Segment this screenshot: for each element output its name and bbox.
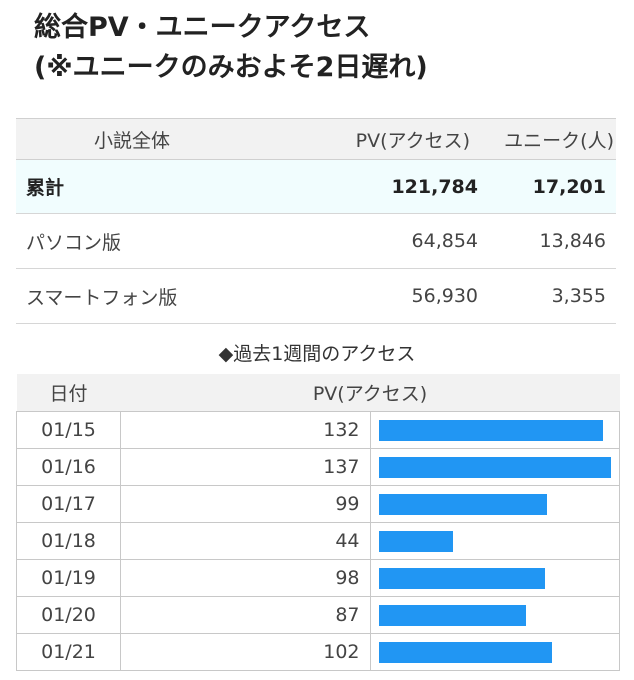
weekly-header-date: 日付 [16, 374, 121, 412]
weekly-row-bar-cell [369, 485, 620, 523]
weekly-row-date: 01/20 [16, 596, 121, 634]
weekly-header-pv: PV(アクセス) [120, 374, 620, 412]
weekly-row: 01/21 102 [16, 633, 620, 671]
weekly-row-bar-cell [369, 633, 620, 671]
weekly-row-bar-cell [369, 559, 620, 597]
pv-bar [378, 567, 545, 589]
weekly-row-pv: 87 [120, 596, 371, 634]
weekly-body: 01/15 132 01/16 137 01/17 99 01/18 44 01/19 98 01/… [16, 411, 620, 671]
pv-bar [378, 419, 603, 441]
weekly-header-row: 日付 PV(アクセス) [16, 374, 620, 412]
weekly-row: 01/18 44 [16, 522, 620, 560]
summary-row-pc: パソコン版 64,854 13,846 [16, 213, 616, 269]
summary-row-label: 累計 [16, 159, 278, 214]
weekly-row-bar-cell [369, 448, 620, 486]
summary-row-pv: 56,930 [278, 268, 478, 324]
weekly-row: 01/19 98 [16, 559, 620, 597]
page-title: 総合PV・ユニークアクセス (※ユニークのみおよそ2日遅れ) [34, 8, 428, 88]
summary-header-pv: PV(アクセス) [278, 118, 478, 160]
summary-row-pv: 121,784 [278, 159, 478, 214]
weekly-row-date: 01/18 [16, 522, 121, 560]
summary-header-row: 小説全体 PV(アクセス) ユニーク(人) [16, 118, 616, 160]
pv-bar [378, 456, 611, 478]
weekly-row-pv: 132 [120, 411, 371, 449]
weekly-row-pv: 99 [120, 485, 371, 523]
weekly-row-bar-cell [369, 522, 620, 560]
summary-row-smartphone: スマートフォン版 56,930 3,355 [16, 268, 616, 324]
summary-header-unique: ユニーク(人) [478, 118, 616, 160]
weekly-row-pv: 44 [120, 522, 371, 560]
weekly-row-date: 01/19 [16, 559, 121, 597]
weekly-row-date: 01/16 [16, 448, 121, 486]
summary-row-total: 累計 121,784 17,201 [16, 159, 616, 214]
summary-row-label: パソコン版 [16, 213, 278, 269]
summary-row-pv: 64,854 [278, 213, 478, 269]
pv-bar [378, 604, 527, 626]
weekly-row: 01/17 99 [16, 485, 620, 523]
weekly-row-bar-cell [369, 411, 620, 449]
pv-bar [378, 641, 552, 663]
weekly-row-bar-cell [369, 596, 620, 634]
page-title-note: (※ユニークのみおよそ2日遅れ) [34, 52, 428, 83]
weekly-row-pv: 102 [120, 633, 371, 671]
page-title-main: 総合PV・ユニークアクセス [34, 12, 371, 43]
summary-row-label: スマートフォン版 [16, 268, 278, 324]
weekly-access-table: 日付 PV(アクセス) 01/15 132 01/16 137 01/17 99 01/18… [16, 374, 620, 671]
weekly-row-date: 01/17 [16, 485, 121, 523]
summary-header-scope: 小説全体 [16, 118, 278, 160]
summary-row-unique: 3,355 [478, 268, 616, 324]
weekly-row-pv: 137 [120, 448, 371, 486]
weekly-row: 01/20 87 [16, 596, 620, 634]
summary-row-unique: 17,201 [478, 159, 616, 214]
weekly-row-date: 01/15 [16, 411, 121, 449]
pv-bar [378, 530, 454, 552]
weekly-row: 01/15 132 [16, 411, 620, 449]
weekly-section-title: ◆過去1週間のアクセス [218, 343, 416, 365]
pv-bar [378, 493, 547, 515]
summary-row-unique: 13,846 [478, 213, 616, 269]
summary-table: 小説全体 PV(アクセス) ユニーク(人) 累計 121,784 17,201 … [16, 118, 616, 324]
weekly-row-date: 01/21 [16, 633, 121, 671]
weekly-row-pv: 98 [120, 559, 371, 597]
weekly-row: 01/16 137 [16, 448, 620, 486]
